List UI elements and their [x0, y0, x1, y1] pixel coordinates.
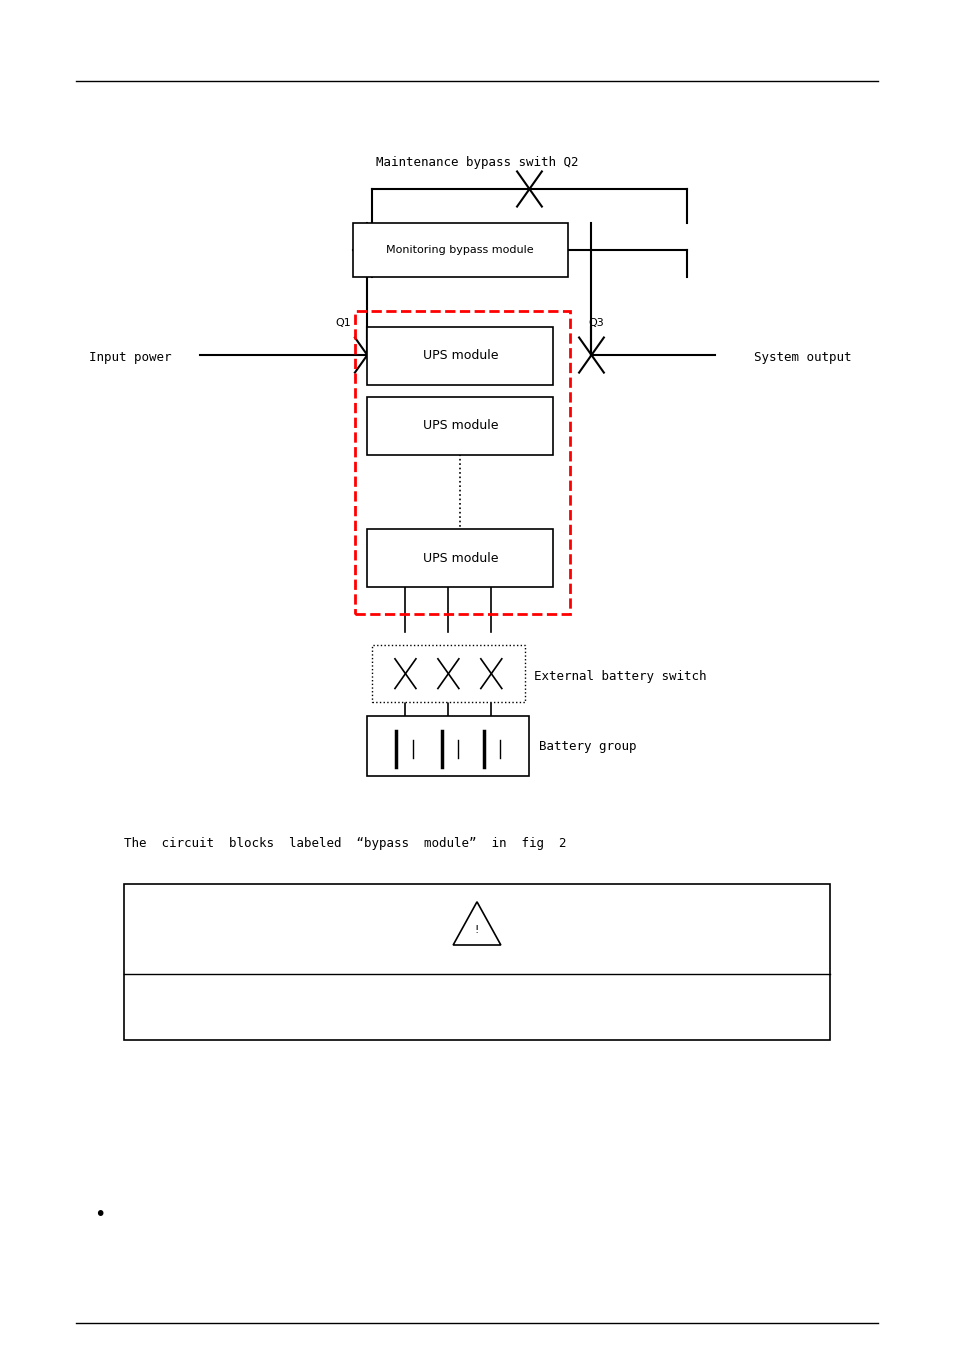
Bar — [353, 223, 567, 277]
Text: Input power: Input power — [90, 351, 172, 364]
Bar — [367, 397, 553, 455]
Text: UPS module: UPS module — [422, 350, 497, 362]
Bar — [367, 529, 553, 587]
Text: Maintenance bypass swith Q2: Maintenance bypass swith Q2 — [375, 155, 578, 169]
Text: Q1: Q1 — [335, 319, 351, 328]
Bar — [367, 716, 529, 776]
Text: The  circuit  blocks  labeled  “bypass  module”  in  fig  2: The circuit blocks labeled “bypass modul… — [124, 837, 566, 850]
Text: UPS module: UPS module — [422, 552, 497, 564]
Bar — [367, 327, 553, 385]
Text: !: ! — [475, 925, 478, 936]
Text: UPS module: UPS module — [422, 420, 497, 432]
Text: External battery switch: External battery switch — [534, 670, 706, 683]
Text: •: • — [94, 1206, 106, 1224]
Bar — [124, 884, 829, 1040]
Text: System output: System output — [753, 351, 850, 364]
Text: Q3: Q3 — [588, 319, 603, 328]
Text: Battery group: Battery group — [538, 740, 636, 753]
Bar — [355, 310, 569, 614]
Bar — [372, 645, 524, 702]
Text: Monitoring bypass module: Monitoring bypass module — [386, 244, 534, 255]
